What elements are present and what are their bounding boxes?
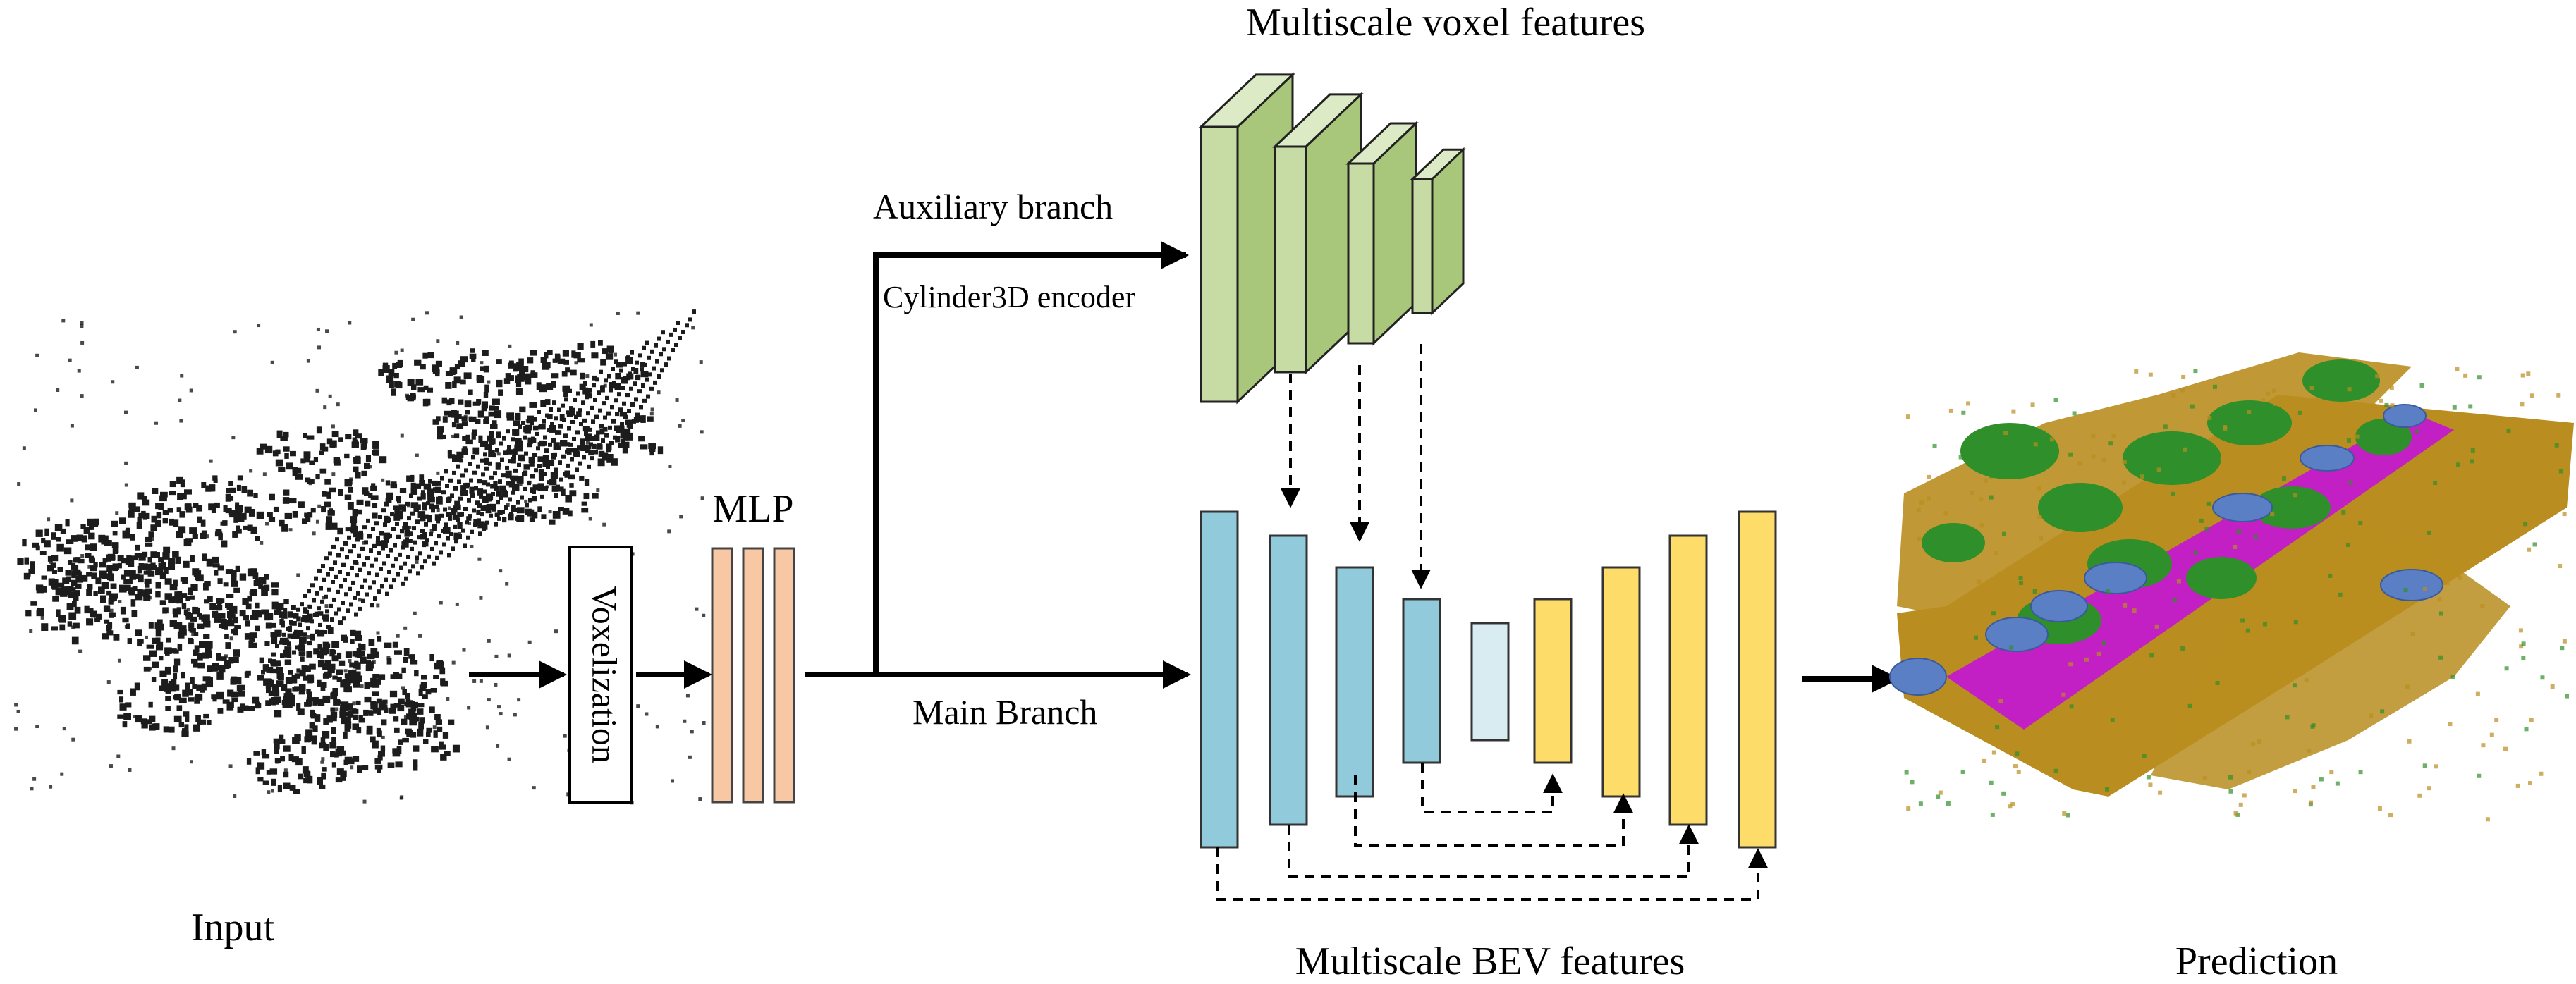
bev-feature-bar: [1269, 534, 1308, 826]
bev-feature-bar: [1738, 510, 1777, 849]
mlp-bar: [773, 547, 795, 804]
voxel-to-bev-links: [1281, 344, 1431, 589]
voxel-feature-block: [1345, 121, 1419, 346]
bev-features-label: Multiscale BEV features: [1295, 940, 1685, 983]
mlp-bar: [711, 547, 733, 804]
encoder-label: Cylinder3D encoder: [883, 280, 1135, 314]
voxel-feature-block: [1410, 147, 1466, 316]
mlp-bar: [742, 547, 764, 804]
main-branch-label: Main Branch: [912, 692, 1097, 732]
auxiliary-branch-label: Auxiliary branch: [873, 187, 1113, 226]
voxel-feature-blocks: [1198, 72, 1466, 405]
voxel-features-label: Multiscale voxel features: [1246, 1, 1645, 44]
auxiliary-branch-arrow: [873, 241, 1189, 675]
input-label: Input: [191, 906, 275, 949]
prediction-scene: [1889, 352, 2574, 822]
voxelization-block: Voxelization: [568, 546, 633, 804]
skip-connections: [1216, 763, 1768, 901]
bev-feature-bar: [1533, 598, 1573, 764]
bev-feature-bar: [1402, 598, 1441, 764]
voxelization-label: Voxelization: [585, 586, 625, 763]
bev-feature-bar: [1470, 622, 1510, 742]
bev-feature-bar: [1335, 566, 1374, 798]
bev-feature-bar: [1601, 566, 1641, 798]
mlp-block: [711, 547, 795, 804]
mlp-label: MLP: [712, 487, 793, 531]
bev-feature-bar: [1668, 534, 1708, 826]
bev-feature-bar: [1200, 510, 1239, 849]
bev-feature-bars: [1200, 510, 1777, 849]
flow-arrows: [469, 241, 1900, 693]
input-point-cloud: [14, 309, 706, 805]
prediction-label: Prediction: [2175, 940, 2338, 983]
